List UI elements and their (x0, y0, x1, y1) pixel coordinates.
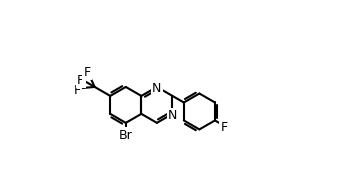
Text: F: F (84, 66, 91, 79)
Text: N: N (152, 82, 161, 95)
Text: F: F (221, 121, 228, 134)
Text: Br: Br (119, 129, 133, 142)
Text: F: F (73, 84, 80, 97)
Text: N: N (168, 109, 177, 122)
Text: F: F (77, 74, 84, 87)
